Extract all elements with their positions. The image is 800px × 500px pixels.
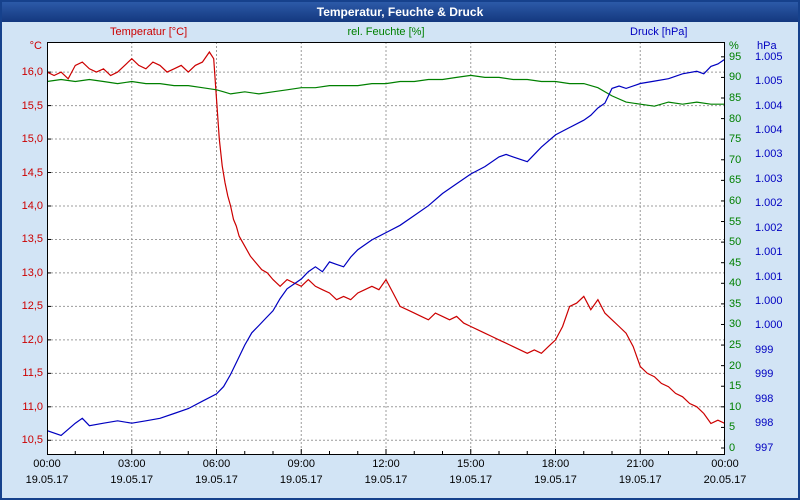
tick-label: 45 — [729, 256, 742, 269]
time-tick-label: 00:00 — [33, 458, 61, 470]
tick-label: 25 — [729, 339, 742, 352]
tick-label: 70 — [729, 153, 742, 166]
tick-label: 85 — [729, 92, 742, 104]
time-tick-label: 18:00 — [541, 458, 570, 470]
date-tick-label: 19.05.17 — [364, 474, 408, 486]
time-tick-label: 09:00 — [287, 458, 316, 470]
tick-label: 997 — [755, 441, 774, 454]
tick-label: 15,0 — [21, 133, 43, 146]
tick-label: 55 — [729, 215, 742, 228]
tick-label: 1.001 — [755, 270, 783, 283]
time-tick-label: 12:00 — [372, 458, 400, 470]
tick-label: 999 — [755, 343, 774, 356]
tick-label: 0 — [729, 442, 736, 454]
pressure-axis-label: Druck [hPa] — [630, 26, 688, 38]
date-tick-label: 19.05.17 — [449, 474, 493, 486]
date-tick-label: 19.05.17 — [279, 474, 323, 486]
tick-label: 1.002 — [755, 197, 783, 210]
date-tick-label: 19.05.17 — [110, 474, 154, 486]
tick-label: 1.003 — [755, 148, 783, 161]
tick-label: 1.004 — [755, 123, 783, 136]
time-tick-label: 15:00 — [456, 458, 485, 470]
tick-label: 998 — [755, 392, 774, 405]
tick-label: 40 — [729, 277, 742, 290]
window-title: Temperatur, Feuchte & Druck — [316, 5, 484, 19]
temperature-unit-label: °C — [29, 40, 42, 52]
date-tick-label: 20.05.17 — [703, 474, 747, 486]
window-title-bar[interactable]: Temperatur, Feuchte & Druck — [2, 2, 798, 22]
tick-label: 95 — [729, 50, 742, 63]
pressure-unit-label: hPa — [757, 40, 777, 52]
time-tick-label: 03:00 — [117, 458, 146, 470]
tick-label: 75 — [729, 133, 742, 146]
tick-label: 16,0 — [21, 66, 43, 79]
date-tick-label: 19.05.17 — [25, 474, 69, 486]
tick-label: 60 — [729, 194, 742, 207]
tick-label: 1.002 — [755, 221, 783, 234]
temperature-line — [47, 50, 725, 425]
tick-label: 998 — [755, 417, 774, 430]
tick-label: 30 — [729, 318, 742, 331]
pressure-line — [47, 58, 725, 437]
time-tick-label: 00:00 — [711, 458, 739, 470]
tick-label: 999 — [755, 368, 774, 381]
tick-label: 35 — [729, 297, 742, 310]
tick-label: 1.004 — [755, 99, 783, 112]
date-tick-label: 19.05.17 — [618, 474, 662, 486]
tick-label: 1.001 — [755, 246, 783, 259]
tick-label: 15,5 — [21, 99, 43, 112]
tick-label: 13,5 — [21, 233, 43, 246]
tick-label: 1.003 — [755, 172, 783, 185]
tick-label: 5 — [729, 421, 736, 434]
date-tick-label: 19.05.17 — [534, 474, 577, 486]
tick-label: 14,5 — [21, 166, 43, 179]
tick-label: 13,0 — [21, 266, 43, 279]
tick-label: 1.005 — [755, 50, 783, 63]
humidity-axis-label: rel. Feuchte [%] — [347, 26, 425, 38]
temperature-axis-label: Temperatur [°C] — [110, 26, 188, 38]
time-tick-label: 21:00 — [626, 458, 655, 470]
tick-label: 20 — [729, 359, 742, 372]
tick-label: 80 — [729, 112, 742, 125]
tick-label: 50 — [729, 236, 742, 249]
tick-label: 14,0 — [21, 199, 43, 212]
tick-label: 15 — [729, 380, 742, 393]
tick-label: 12,0 — [21, 333, 43, 346]
tick-label: 10,5 — [21, 434, 43, 447]
date-tick-label: 19.05.17 — [195, 474, 238, 486]
tick-label: 1.000 — [755, 295, 783, 308]
chart-canvas — [47, 42, 725, 455]
time-tick-label: 06:00 — [202, 458, 231, 470]
tick-label: 1.000 — [755, 319, 783, 332]
tick-label: 90 — [729, 71, 742, 84]
tick-label: 12,5 — [21, 300, 43, 313]
tick-label: 65 — [729, 174, 742, 187]
humidity-unit-label: % — [729, 40, 739, 52]
plot-area — [47, 42, 725, 455]
tick-label: 11,5 — [22, 367, 43, 380]
tick-label: 11,0 — [22, 400, 43, 413]
tick-label: 10 — [729, 400, 742, 413]
tick-label: 1.005 — [755, 75, 783, 88]
